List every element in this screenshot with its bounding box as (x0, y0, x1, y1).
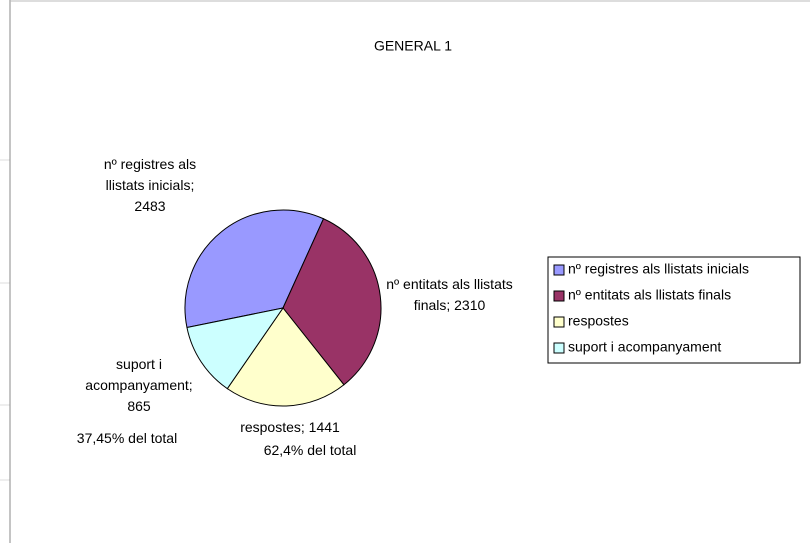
pie-slice (282, 218, 382, 386)
chart-title: GENERAL 1 (374, 38, 452, 54)
legend-swatch (553, 290, 565, 302)
legend-swatch (553, 264, 565, 276)
data-label: nº registres als llistats inicials; 2483 (103, 156, 197, 214)
data-label: nº entitats als llistats finals; 2310 (386, 276, 513, 313)
annotation: 62,4% del total (263, 442, 357, 458)
legend-swatch (553, 342, 565, 354)
pie-slice (184, 209, 325, 329)
pie-slice (226, 307, 345, 407)
data-label: suport i acompanyament; 865 (85, 356, 193, 414)
annotation: 37,45% del total (76, 430, 178, 446)
legend-swatch (553, 316, 565, 328)
data-label: respostes; 1441 (240, 419, 340, 435)
legend-label: nº registres als llistats inicials (568, 261, 749, 277)
pie-slice (186, 307, 285, 390)
legend-label: nº entitats als llistats finals (568, 287, 731, 303)
legend-label: respostes (568, 313, 629, 329)
legend-box (547, 256, 801, 364)
legend-label: suport i acompanyament (568, 339, 721, 355)
